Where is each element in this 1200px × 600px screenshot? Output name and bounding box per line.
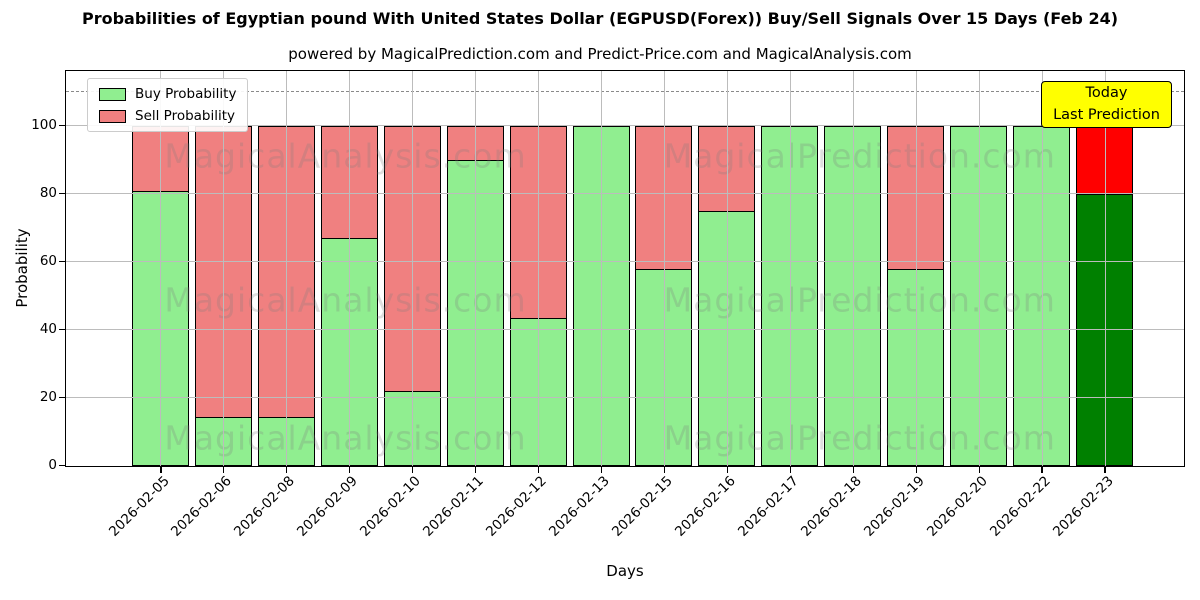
y-tick-label: 40 (39, 320, 57, 337)
y-tick-label: 80 (39, 184, 57, 201)
plot-inner: Buy Probability Sell Probability Today L… (66, 71, 1184, 466)
watermark-prediction: MagicalPrediction.com (663, 280, 1056, 320)
x-tick-mark (978, 467, 980, 473)
v-gridline (789, 71, 791, 466)
today-annotation: Today Last Prediction (1041, 81, 1172, 128)
y-tick-mark (59, 464, 65, 467)
x-tick-label: 2026-02-22 (986, 473, 1054, 540)
x-tick-label: 2026-02-08 (231, 473, 299, 540)
watermark-analysis: MagicalAnalysis.com (164, 418, 527, 458)
x-tick-mark (286, 467, 288, 473)
h-gridline (66, 125, 1184, 127)
plot-area: Buy Probability Sell Probability Today L… (65, 70, 1185, 467)
v-gridline (223, 71, 225, 466)
dashed-reference-line (66, 91, 1184, 93)
x-tick-label: 2026-02-06 (168, 473, 236, 540)
x-tick-mark (160, 467, 162, 473)
x-tick-mark (789, 467, 791, 473)
x-axis-label: Days (606, 562, 644, 580)
legend-item-sell: Sell Probability (99, 108, 236, 124)
x-tick-mark (412, 467, 414, 473)
chart-subtitle: powered by MagicalPrediction.com and Pre… (288, 45, 912, 63)
x-tick-label: 2026-02-10 (357, 473, 425, 540)
v-gridline (726, 71, 728, 466)
x-tick-mark (223, 467, 225, 473)
watermark-prediction: MagicalPrediction.com (663, 418, 1056, 458)
x-tick-label: 2026-02-16 (671, 473, 739, 540)
x-tick-label: 2026-02-19 (860, 473, 928, 540)
y-tick-mark (59, 261, 65, 263)
x-tick-label: 2026-02-11 (420, 473, 487, 540)
y-tick-label: 20 (39, 388, 57, 405)
legend-label-sell: Sell Probability (135, 108, 236, 124)
h-gridline (66, 397, 1184, 399)
v-gridline (475, 71, 477, 466)
x-tick-mark (663, 467, 666, 473)
y-tick-mark (59, 125, 65, 127)
h-gridline (66, 329, 1184, 331)
x-tick-mark (852, 467, 854, 473)
v-gridline (349, 71, 351, 466)
v-gridline (915, 71, 917, 466)
sell-swatch-icon (99, 109, 126, 123)
watermark-analysis: MagicalAnalysis.com (164, 280, 527, 320)
y-tick-mark (59, 396, 65, 399)
y-tick-label: 100 (31, 116, 57, 133)
watermark-prediction: MagicalPrediction.com (663, 136, 1056, 176)
h-gridline (66, 261, 1184, 263)
x-tick-label: 2026-02-23 (1049, 473, 1117, 540)
x-tick-label: 2026-02-18 (797, 473, 865, 540)
x-tick-mark (1104, 467, 1106, 473)
v-gridline (978, 71, 980, 466)
x-tick-label: 2026-02-15 (608, 473, 676, 540)
today-annotation-line2: Last Prediction (1053, 106, 1160, 123)
legend: Buy Probability Sell Probability (87, 78, 249, 132)
v-gridline (1104, 71, 1106, 466)
v-gridline (160, 71, 162, 466)
v-gridline (852, 71, 854, 466)
x-tick-mark (349, 467, 351, 473)
v-gridline (1041, 71, 1043, 466)
h-gridline (66, 193, 1184, 195)
y-tick-mark (59, 329, 65, 331)
legend-item-buy: Buy Probability (99, 86, 236, 102)
x-tick-label: 2026-02-05 (105, 473, 173, 540)
v-gridline (286, 71, 288, 466)
v-gridline (538, 71, 540, 466)
x-tick-label: 2026-02-12 (483, 473, 550, 540)
x-tick-label: 2026-02-20 (923, 473, 991, 540)
x-tick-mark (537, 467, 540, 473)
v-gridline (601, 71, 603, 466)
watermark-analysis: MagicalAnalysis.com (164, 136, 527, 176)
buy-swatch-icon (99, 87, 126, 101)
y-tick-mark (59, 193, 65, 195)
v-gridline (412, 71, 414, 466)
y-tick-label: 0 (48, 456, 57, 473)
x-tick-mark (600, 467, 603, 473)
today-annotation-line1: Today (1085, 84, 1128, 101)
page-title: Probabilities of Egyptian pound With Uni… (81, 9, 1119, 28)
legend-label-buy: Buy Probability (135, 86, 237, 102)
x-tick-mark (726, 467, 728, 473)
y-tick-label: 60 (39, 252, 57, 269)
x-tick-label: 2026-02-09 (294, 473, 362, 540)
x-tick-label: 2026-02-17 (734, 473, 802, 540)
v-gridline (663, 71, 665, 466)
x-tick-mark (1041, 467, 1043, 473)
x-tick-mark (475, 467, 477, 473)
x-tick-mark (915, 467, 917, 473)
x-tick-label: 2026-02-13 (546, 473, 613, 540)
